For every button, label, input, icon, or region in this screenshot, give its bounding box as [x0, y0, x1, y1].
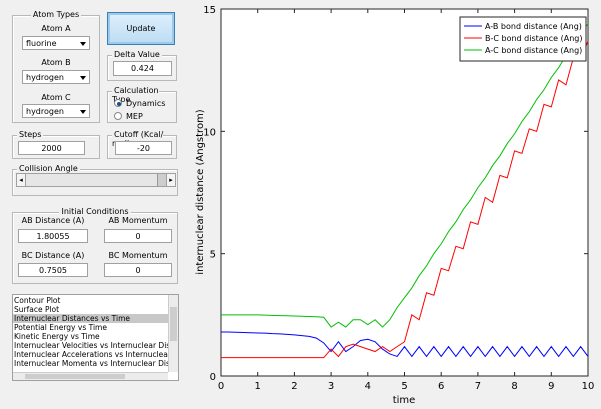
series-line [221, 40, 589, 359]
y-tick-label: 5 [210, 250, 216, 261]
x-tick-label: 5 [401, 381, 407, 392]
atom-dropdown[interactable]: hydrogen [22, 104, 90, 118]
list-item[interactable]: Kinetic Energy vs Time [14, 332, 100, 341]
field-input[interactable]: 0 [104, 229, 172, 243]
atom-dropdown[interactable]: hydrogen [22, 70, 90, 84]
legend-label: A-C bond distance (Ang) [485, 46, 582, 55]
list-items: Contour Plot Surface Plot Internuclear Dis… [13, 296, 168, 372]
init-panel: Initial Conditions [12, 207, 178, 284]
legend-box [459, 16, 587, 62]
h-scrollbar[interactable] [13, 372, 168, 380]
radio-label: Dynamics [126, 99, 166, 108]
panel-title: Delta Value [112, 50, 162, 59]
panel-title: Steps [17, 130, 44, 139]
plot-listbox[interactable]: Contour Plot Surface Plot Internuclear Dis… [12, 294, 179, 381]
series-line [221, 23, 589, 328]
field-label: BC Distance (A) [21, 251, 85, 260]
field-input[interactable]: 0 [104, 263, 172, 277]
calc-panel: Calculation Type [107, 86, 177, 123]
field-label: AB Distance (A) [21, 216, 85, 225]
field-label: AB Momentum [108, 216, 168, 225]
y-tick-label: 0 [210, 372, 216, 383]
atom-label: Atom A [41, 24, 71, 33]
list-item[interactable]: Internuclear Accelerations vs Internucle… [14, 350, 168, 359]
delta-panel: Delta Value [107, 50, 177, 81]
x-axis-title: time [393, 395, 416, 406]
x-tick-label: 1 [255, 381, 261, 392]
slider-right[interactable]: ▸ [166, 174, 175, 186]
list-item[interactable]: Potential Energy vs Time [14, 323, 107, 332]
y-tick-label: 15 [203, 5, 216, 16]
legend-label: B-C bond distance (Ang) [485, 34, 582, 43]
x-tick-label: 3 [328, 381, 334, 392]
field-input[interactable]: 1.80055 [18, 229, 88, 243]
plot-area [220, 8, 589, 377]
x-tick-label: 6 [438, 381, 444, 392]
panel-title: Initial Conditions [59, 207, 131, 216]
series-line [221, 331, 589, 358]
h-thumb[interactable] [25, 374, 125, 379]
atom-label: Atom B [41, 58, 71, 67]
angle-panel: Collision Angle [12, 164, 178, 196]
chart: internuclear distance (Angstrom) time 0 1… [195, 5, 595, 406]
delta-input[interactable]: 0.424 [113, 61, 172, 76]
x-tick-label: 4 [365, 381, 371, 392]
steps-panel: Steps [12, 130, 100, 159]
update-button[interactable]: Update [107, 12, 175, 45]
panel-title: Atom Types [30, 10, 82, 19]
atom-dropdown[interactable]: fluorine [22, 36, 90, 50]
legend-label: A-B bond distance (Ang) [485, 22, 582, 31]
radio-button[interactable] [114, 99, 122, 107]
atom-label: Atom C [41, 93, 71, 102]
y-axis-title: internuclear distance (Angstrom) [195, 109, 206, 275]
atom-types-panel: Atom Types [12, 10, 100, 123]
x-tick-label: 0 [218, 381, 224, 392]
list-item[interactable]: Internuclear Velocities vs Internuclear … [14, 341, 168, 350]
x-tick-label: 10 [582, 381, 595, 392]
x-tick-label: 9 [548, 381, 554, 392]
field-input[interactable]: 0.7505 [18, 263, 88, 277]
cutoff-input[interactable]: -20 [115, 141, 172, 155]
list-item[interactable]: Contour Plot [14, 296, 61, 305]
slider-left[interactable]: ◂ [17, 174, 26, 186]
list-item[interactable]: Surface Plot [14, 305, 60, 314]
angle-slider[interactable]: ◂ ▸ [16, 173, 176, 187]
v-thumb[interactable] [170, 307, 177, 341]
y-tick-label: 10 [203, 127, 216, 138]
slider-thumb[interactable] [157, 174, 166, 186]
radio-label: MEP [126, 112, 143, 121]
x-tick-label: 8 [511, 381, 517, 392]
list-item[interactable]: Internuclear Distances vs Time [13, 314, 168, 323]
x-tick-label: 2 [291, 381, 297, 392]
steps-input[interactable]: 2000 [18, 141, 85, 155]
panel-title: Collision Angle [17, 164, 80, 173]
field-label: BC Momentum [108, 251, 168, 260]
radio-button[interactable] [114, 112, 122, 120]
v-scrollbar[interactable] [168, 295, 178, 372]
x-tick-label: 7 [475, 381, 481, 392]
list-item[interactable]: Internuclear Momenta vs Internuclear Dis… [14, 359, 168, 368]
